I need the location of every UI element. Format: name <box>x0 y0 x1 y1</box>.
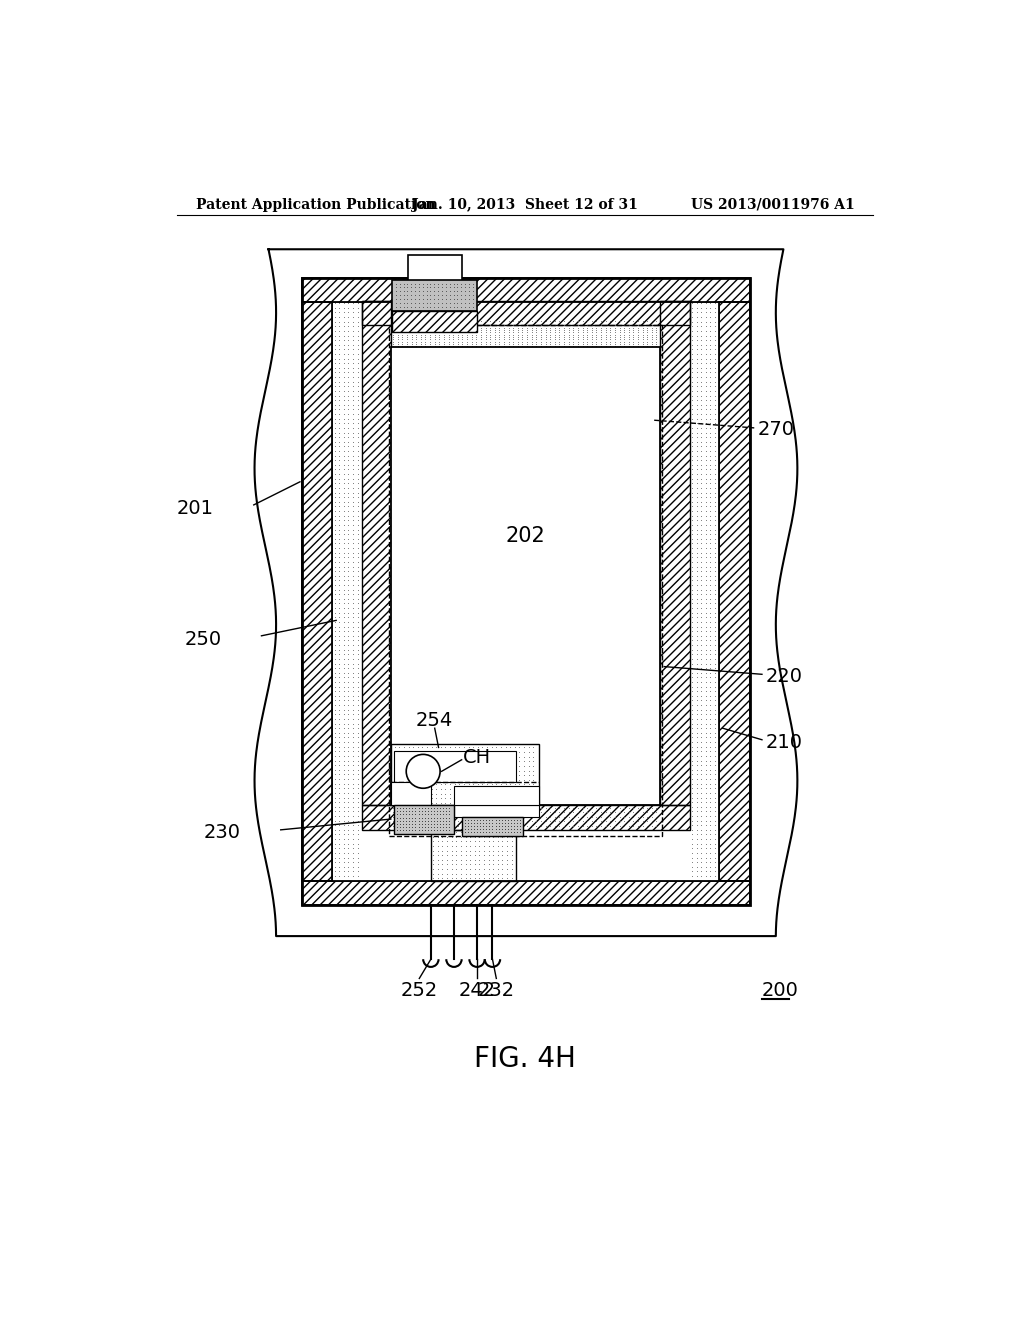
Bar <box>408 255 462 302</box>
Bar <box>361 301 391 805</box>
Bar <box>431 830 515 880</box>
Bar <box>361 301 391 805</box>
Bar <box>660 301 689 805</box>
Bar <box>431 830 515 880</box>
Text: US 2013/0011976 A1: US 2013/0011976 A1 <box>690 198 854 211</box>
Bar <box>389 326 662 836</box>
Text: 230: 230 <box>204 824 241 842</box>
Bar <box>660 301 689 805</box>
Text: 242: 242 <box>459 981 496 999</box>
Text: 202: 202 <box>506 525 546 545</box>
Bar <box>719 302 750 880</box>
Bar <box>394 751 515 781</box>
Text: 250: 250 <box>184 630 221 649</box>
Bar <box>361 301 689 326</box>
Text: 220: 220 <box>766 667 803 686</box>
Text: Jan. 10, 2013  Sheet 12 of 31: Jan. 10, 2013 Sheet 12 of 31 <box>412 198 638 211</box>
Text: 201: 201 <box>177 499 214 519</box>
Bar <box>719 302 750 880</box>
Bar <box>361 805 689 830</box>
Text: FIG. 4H: FIG. 4H <box>474 1045 575 1073</box>
Bar <box>301 277 750 302</box>
Bar <box>301 880 750 906</box>
Bar <box>301 277 750 302</box>
Bar <box>361 805 689 830</box>
Text: 252: 252 <box>400 981 438 999</box>
Text: CH: CH <box>463 748 492 767</box>
Bar <box>454 785 539 805</box>
Bar <box>689 301 719 882</box>
Text: 210: 210 <box>766 733 803 751</box>
Text: 254: 254 <box>416 711 454 730</box>
Bar <box>392 312 477 333</box>
Bar <box>301 880 750 906</box>
Bar <box>391 743 539 805</box>
Bar <box>333 301 361 882</box>
Bar <box>394 805 454 834</box>
Bar <box>301 302 333 880</box>
Bar <box>301 277 750 906</box>
Text: 270: 270 <box>758 420 795 440</box>
Bar <box>391 326 660 347</box>
Bar <box>301 302 333 880</box>
Text: 232: 232 <box>478 981 515 999</box>
Bar <box>391 781 431 805</box>
Bar <box>392 280 477 312</box>
Polygon shape <box>255 249 798 936</box>
Bar <box>462 817 523 836</box>
Text: Patent Application Publication: Patent Application Publication <box>196 198 435 211</box>
Bar <box>454 805 539 817</box>
Bar <box>392 312 477 333</box>
Circle shape <box>407 755 440 788</box>
Bar <box>361 301 689 326</box>
Bar <box>391 347 660 805</box>
Text: 200: 200 <box>762 981 799 999</box>
